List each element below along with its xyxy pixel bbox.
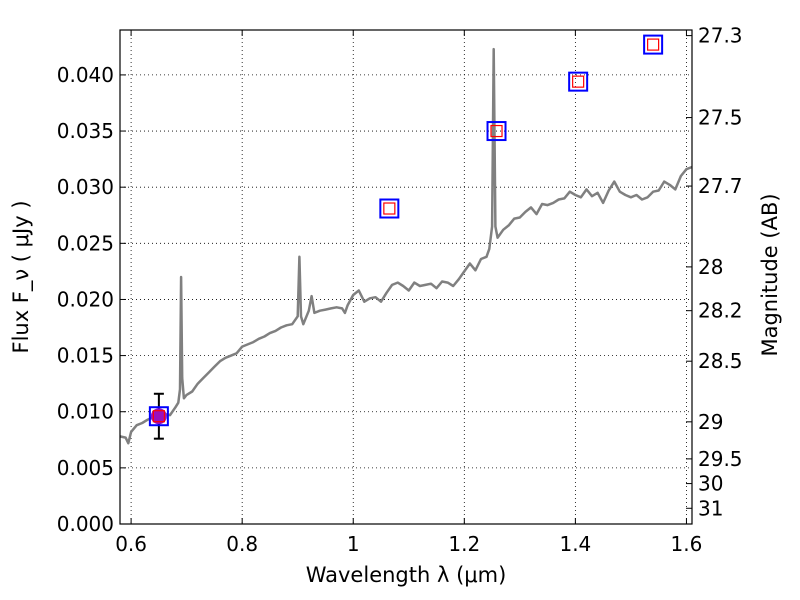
- plot-area: [120, 30, 692, 524]
- y-tick-label: 0.000: [57, 512, 114, 536]
- photometry-point: [568, 71, 589, 92]
- right-tick-label: 28: [698, 255, 723, 279]
- right-tick-label: 27.5: [698, 106, 743, 130]
- right-tick-label: 29.5: [698, 447, 743, 471]
- model-box-inner: [647, 38, 660, 51]
- model-box: [643, 34, 664, 55]
- y-tick-label: 0.030: [57, 175, 114, 199]
- y-tick-label: 0.005: [57, 456, 114, 480]
- photometry-point: [148, 392, 169, 440]
- y-tick-label: 0.035: [57, 119, 114, 143]
- right-tick-label: 29: [698, 410, 723, 434]
- photometry-point: [643, 34, 664, 55]
- right-tick-label: 28.2: [698, 299, 743, 323]
- x-tick-label: 0.8: [226, 532, 258, 556]
- model-box-inner: [383, 202, 396, 215]
- right-tick-label: 31: [698, 496, 723, 520]
- y-axis-label: Flux F_ν ( μJy ): [9, 200, 34, 353]
- spectrum: [119, 47, 693, 445]
- photometry-point: [486, 121, 507, 142]
- y-tick-label: 0.010: [57, 400, 114, 424]
- right-tick-label: 30: [698, 472, 723, 496]
- y-tick-label: 0.015: [57, 344, 114, 368]
- y-tick-label: 0.020: [57, 287, 114, 311]
- y-tick-label: 0.040: [57, 63, 114, 87]
- x-tick-label: 1.2: [448, 532, 480, 556]
- plot-frame: [119, 29, 693, 525]
- x-tick-label: 1: [347, 532, 360, 556]
- model-box: [379, 198, 400, 219]
- y-tick-label: 0.025: [57, 231, 114, 255]
- y-axis: 0.000 0.005 0.010 0.015 0.020 0.025 0.030 0.035…: [57, 63, 126, 536]
- x-axis-label: Wavelength λ (μm): [306, 563, 507, 587]
- measured-marker: [150, 408, 167, 425]
- spectrum-line: [119, 47, 693, 445]
- photometry-point: [379, 198, 400, 219]
- model-box-inner: [152, 410, 165, 423]
- x-tick-label: 0.6: [115, 532, 147, 556]
- right-tick-label: 28.5: [698, 349, 743, 373]
- right-tick-label: 27.3: [698, 24, 743, 48]
- x-axis: 0.6 0.8 1 1.2 1.4 1.6: [115, 30, 702, 556]
- model-box-inner: [490, 124, 503, 138]
- x-tick-label: 1.4: [559, 532, 591, 556]
- model-box: [486, 121, 507, 142]
- model-box-inner: [572, 75, 585, 88]
- model-box: [148, 406, 169, 427]
- photometry-points: [148, 34, 664, 440]
- x-tick-label: 1.6: [671, 532, 703, 556]
- right-axis-label: Magnitude (AB): [758, 193, 782, 356]
- right-tick-label: 27.7: [698, 174, 743, 198]
- model-box: [568, 71, 589, 92]
